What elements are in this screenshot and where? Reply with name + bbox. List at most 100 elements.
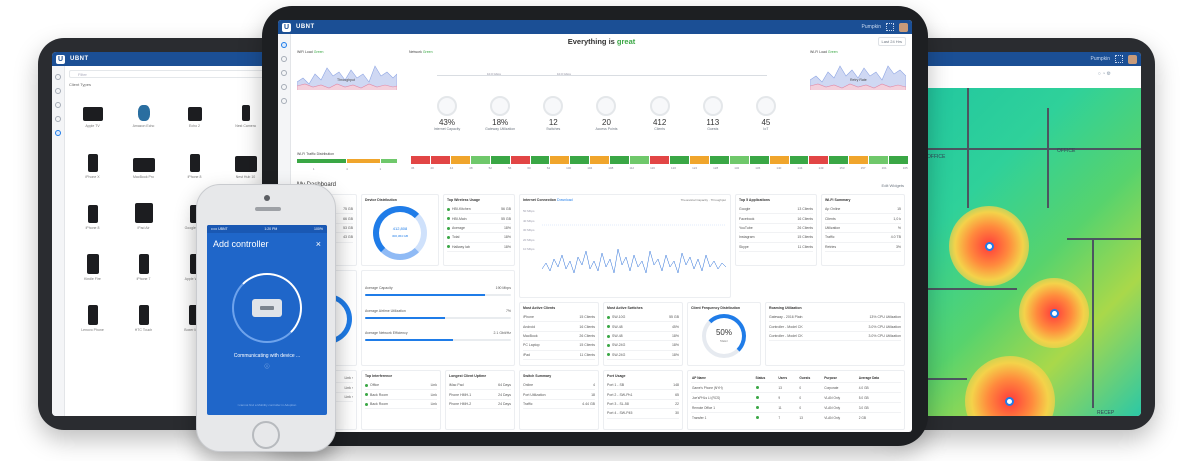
list-item[interactable]: Port 2 - SW-Ph1 65 (607, 390, 679, 400)
map-icon[interactable] (281, 70, 287, 76)
list-item[interactable]: Skype 11 Clients (739, 243, 813, 252)
user-name[interactable]: Pumpkin (861, 24, 881, 30)
channel-segment[interactable] (709, 156, 729, 164)
channel-segment[interactable] (889, 156, 909, 164)
column-header[interactable]: Purpose (824, 376, 838, 380)
device-type-item[interactable]: Apple Watch (171, 244, 218, 281)
most-active-switches-widget[interactable]: Most Active Switches SW-10G 55 GB SW-48 45% S… (603, 302, 683, 366)
ubiquiti-logo-icon[interactable]: U (282, 22, 291, 32)
list-item[interactable]: Retries 3% (825, 243, 901, 252)
list-item[interactable]: SW-24G 18% (607, 341, 679, 351)
list-item[interactable]: PC Laptop 15 Clients (523, 341, 595, 351)
dashboard-icon[interactable] (281, 42, 287, 48)
switch-summary-widget[interactable]: Switch Summary Online 4 Port Utilization 18 T… (519, 370, 599, 430)
channel-segment[interactable] (590, 156, 610, 164)
list-item[interactable]: Hallway lab 18% (447, 243, 511, 252)
device-type-item[interactable]: MacBook Pro (120, 142, 167, 179)
list-item[interactable]: SW-48 18% (607, 332, 679, 342)
list-item[interactable]: Port Utilization 18 (523, 390, 595, 400)
channel-segment[interactable] (510, 156, 530, 164)
clients-icon[interactable] (55, 116, 61, 122)
table-row[interactable]: Transfer 1 7 13 VLAN Only 2 GB (691, 412, 901, 422)
top-applications-widget[interactable]: Top 5 Applications Google 13 Clients Facebo… (735, 194, 817, 266)
channel-segment[interactable] (530, 156, 550, 164)
list-item[interactable]: Back Room Link (365, 400, 437, 410)
list-item[interactable]: Ap Online 15 (825, 205, 901, 215)
list-item[interactable]: Back Room Link (365, 390, 437, 400)
statistics-icon[interactable] (281, 56, 287, 62)
home-button[interactable] (252, 421, 280, 449)
channel-segment[interactable] (829, 156, 849, 164)
device-type-item[interactable]: Lenovo Phone (69, 295, 116, 332)
wifi-retry-chart[interactable]: Wi-Fi Load Green Retry Rate (809, 50, 907, 94)
dashboard-icon[interactable] (55, 74, 61, 80)
column-header[interactable]: Users (778, 376, 788, 380)
table-row[interactable]: Remote Office 1 11 0 VLAN Only 3.0 GB (691, 402, 901, 413)
list-item[interactable]: Gateway - 2016 Plain 13% CPU Utilization (769, 313, 901, 323)
channel-utilization-bar[interactable] (411, 156, 909, 164)
map-icon[interactable] (55, 88, 61, 94)
list-item[interactable]: Facebook 16 Clients (739, 214, 813, 224)
list-item[interactable]: Controller - Model CK 3.0% CPU Utilizatio… (769, 332, 901, 342)
device-distribution-widget[interactable]: Device Distribution 412,808 300,364 GB (361, 194, 439, 266)
list-item[interactable]: Clients 1,0 k (825, 214, 901, 224)
stat-item[interactable]: 12 Switches (533, 96, 573, 144)
list-item[interactable]: Traffic 4.44 GB (523, 400, 595, 410)
info-icon[interactable]: ⓘ (264, 364, 270, 370)
device-type-item[interactable]: Apple TV (69, 91, 116, 128)
list-item[interactable]: HBI-Kitchen 56 GB (447, 205, 511, 215)
list-item[interactable]: Phone HMH-2 24 Days (449, 400, 511, 410)
apps-grid-icon[interactable] (886, 23, 894, 31)
column-header[interactable]: AP Name (692, 376, 706, 380)
list-item[interactable]: Online 4 (523, 381, 595, 391)
column-header[interactable]: Average Data (858, 376, 880, 380)
clients-icon[interactable] (281, 98, 287, 104)
most-active-clients-widget[interactable]: Most Active Clients iPhone 15 Clients Andro… (519, 302, 599, 366)
insights-icon[interactable] (55, 130, 61, 136)
list-item[interactable]: Phone HMH-1 24 Days (449, 390, 511, 400)
internet-connection-widget[interactable]: Internet Connection Download Theoretical… (519, 194, 731, 298)
top-wireless-widget[interactable]: Top Wireless Usage HBI-Kitchen 56 GB HBI-Ma… (443, 194, 515, 266)
channel-segment[interactable] (630, 156, 650, 164)
channel-segment[interactable] (411, 156, 430, 164)
list-item[interactable]: Utilization% (825, 224, 901, 234)
channel-segment[interactable] (650, 156, 669, 164)
wifi-summary-widget[interactable]: Wi-Fi Summary Ap Online 15 Clients 1,0 k Util… (821, 194, 905, 266)
stat-item[interactable]: 18% Gateway Utilization (480, 96, 520, 144)
device-type-item[interactable]: Echo 2 (171, 91, 218, 128)
list-item[interactable]: MacBook 26 Clients (523, 332, 595, 342)
device-type-item[interactable]: iPhone 8 (171, 142, 218, 179)
channel-segment[interactable] (789, 156, 809, 164)
list-item[interactable]: Port 3 - SL-58 22 (607, 400, 679, 410)
apps-grid-icon[interactable] (1115, 55, 1123, 63)
channel-segment[interactable] (689, 156, 709, 164)
channel-segment[interactable] (749, 156, 769, 164)
channel-segment[interactable] (550, 156, 570, 164)
list-item[interactable]: Office Link (365, 381, 437, 391)
channel-segment[interactable] (729, 156, 749, 164)
table-row[interactable]: Game's Phone (NYH) 13 0 Corporate 4.0 GB (691, 382, 901, 393)
stat-item[interactable]: 20 Access Points (586, 96, 626, 144)
capacity-widget[interactable]: Average Capacity 190 Mbps Average Airtime … (361, 270, 515, 366)
devices-icon[interactable] (55, 102, 61, 108)
stat-item[interactable]: 412 Clients (640, 96, 680, 144)
channel-segment[interactable] (869, 156, 889, 164)
stat-item[interactable]: 45 IoT (746, 96, 786, 144)
device-type-item[interactable]: Kindle Fire (69, 244, 116, 281)
wifi-heatmap[interactable]: OFFICE OFFICE RECEP (907, 88, 1141, 416)
list-item[interactable]: Google 13 Clients (739, 205, 813, 215)
time-range-select[interactable]: Last 24 Hrs (877, 37, 906, 46)
wifi-load-chart[interactable]: WiFi Load Green Throughput (296, 50, 398, 94)
channel-segment[interactable] (490, 156, 510, 164)
channel-segment[interactable] (669, 156, 689, 164)
top-interference-widget[interactable]: Top Interference Office Link Back Room Link B… (361, 370, 441, 430)
list-item[interactable]: Android 16 Clients (523, 322, 595, 332)
stat-item[interactable]: 43% Internet Capacity (427, 96, 467, 144)
list-item[interactable]: SW-10G 55 GB (607, 313, 679, 323)
device-type-item[interactable]: iPad Air (120, 193, 167, 230)
list-item[interactable]: Instagram 15 Clients (739, 233, 813, 243)
avatar[interactable] (899, 22, 908, 32)
list-item[interactable]: iPhone 15 Clients (523, 313, 595, 323)
device-type-item[interactable]: iPhone 7 (120, 244, 167, 281)
ubiquiti-logo-icon[interactable]: U (56, 54, 65, 64)
